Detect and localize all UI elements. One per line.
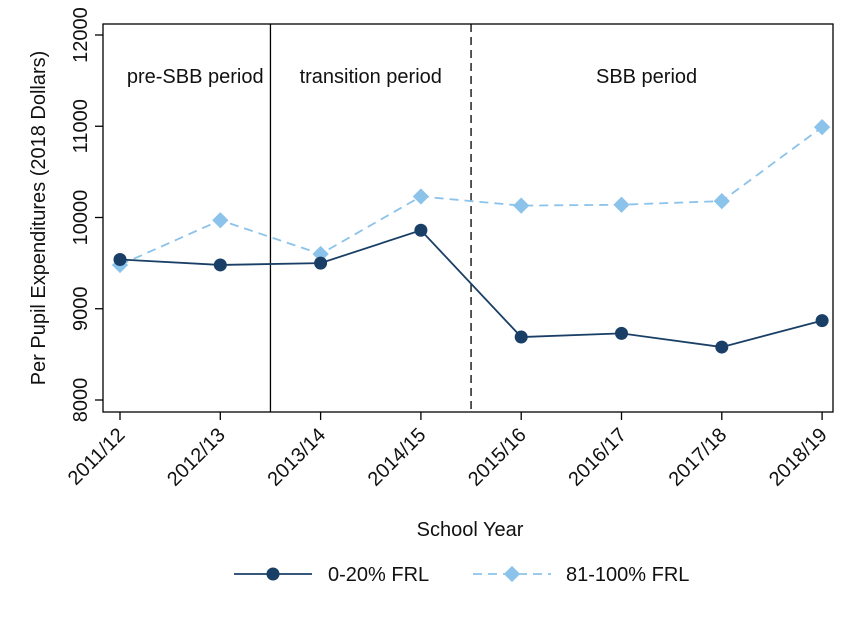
- data-point-diamond: [212, 212, 229, 229]
- x-tick-label: 2018/19: [765, 424, 832, 491]
- data-point-diamond: [613, 196, 630, 213]
- legend: 0-20% FRL 81-100% FRL: [234, 564, 689, 586]
- x-tick-label: 2016/17: [564, 424, 631, 491]
- data-point-diamond: [412, 188, 430, 205]
- data-point-circle: [615, 326, 628, 340]
- x-tick-label: 2011/12: [64, 424, 130, 490]
- data-point-circle: [715, 340, 729, 354]
- x-axis-title: School Year: [417, 519, 524, 541]
- y-axis-title: Per Pupil Expenditures (2018 Dollars): [28, 51, 50, 386]
- y-tick-label: 12000: [70, 7, 92, 63]
- legend-item: 81-100% FRL: [473, 564, 689, 586]
- data-point-diamond: [513, 197, 530, 214]
- period-label: transition period: [300, 66, 442, 88]
- legend-item: 0-20% FRL: [234, 564, 429, 586]
- y-tick-label: 8000: [70, 378, 92, 423]
- data-point-circle: [113, 252, 127, 266]
- y-tick-label: 10000: [70, 190, 92, 246]
- y-tick-label: 11000: [70, 99, 92, 153]
- x-tick-label: 2013/14: [263, 424, 330, 491]
- data-point-diamond: [813, 119, 831, 136]
- series-line: [119, 229, 823, 348]
- series-line: [119, 126, 823, 266]
- y-tick-label: 9000: [70, 287, 92, 332]
- x-tick-label: 2014/15: [364, 424, 431, 491]
- data-point-circle: [414, 223, 428, 237]
- period-label: SBB period: [596, 66, 697, 88]
- x-tick-label: 2012/13: [163, 424, 230, 491]
- data-point-circle: [314, 256, 328, 270]
- x-tick-label: 2017/18: [665, 424, 732, 491]
- legend-label: 0-20% FRL: [328, 564, 429, 586]
- data-point-circle: [213, 258, 227, 272]
- period-label: pre-SBB period: [127, 66, 264, 88]
- data-point-diamond: [713, 192, 730, 210]
- legend-label: 81-100% FRL: [566, 564, 689, 586]
- data-point-circle: [266, 567, 280, 581]
- series-1: [113, 223, 829, 354]
- x-tick-label: 2015/16: [464, 424, 531, 491]
- data-point-circle: [514, 330, 528, 344]
- data-point-diamond: [503, 565, 521, 583]
- data-point-circle: [815, 314, 829, 328]
